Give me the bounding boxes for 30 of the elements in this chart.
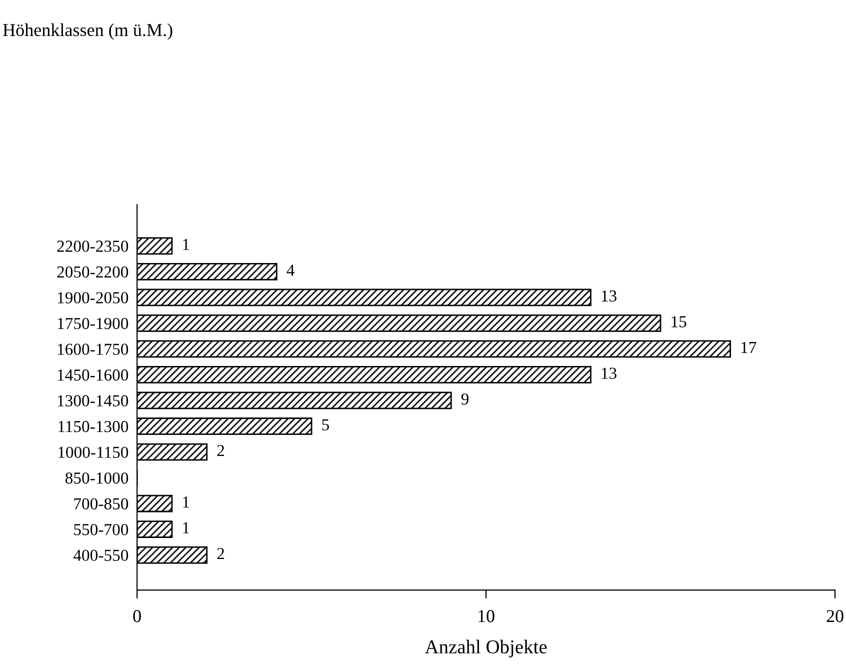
x-tick-label: 0 (133, 610, 141, 622)
y-tick-label: 1000-1150 (58, 446, 128, 458)
data-label: 1 (183, 238, 190, 250)
data-label: 1 (183, 522, 190, 534)
y-tick-label: 400-550 (73, 550, 128, 561)
x-tick-label: 10 (478, 610, 494, 622)
data-label: 2 (217, 444, 224, 456)
data-label: 5 (322, 419, 329, 430)
data-label: 13 (602, 368, 616, 379)
x-tick-label: 20 (826, 610, 844, 622)
data-label: 17 (742, 342, 756, 353)
y-tick-label: 2050-2200 (57, 266, 128, 278)
data-label: 1 (183, 496, 190, 508)
y-tick-label: 1150-1300 (58, 420, 128, 432)
chart-title: Höhenklassen (m ü.M.) (3, 23, 172, 40)
y-tick-label: 550-700 (74, 524, 128, 536)
data-label: 13 (602, 290, 616, 302)
y-tick-label: 1600-1750 (58, 344, 128, 355)
y-tick-label: 1450-1600 (58, 369, 128, 381)
data-label: 2 (217, 548, 224, 560)
data-label: 4 (286, 264, 294, 276)
y-tick-label: 2200-2350 (57, 240, 128, 252)
data-label: 9 (461, 393, 469, 405)
y-tick-label: 1900-2050 (58, 292, 128, 304)
x-axis-title: Anzahl Objekte (424, 640, 547, 658)
y-tick-label: 850-1000 (65, 472, 128, 484)
y-tick-label: 1750-1900 (58, 318, 128, 330)
y-tick-label: 700-850 (74, 498, 128, 510)
data-label: 15 (672, 316, 686, 328)
y-tick-label: 1300-1450 (58, 395, 128, 406)
